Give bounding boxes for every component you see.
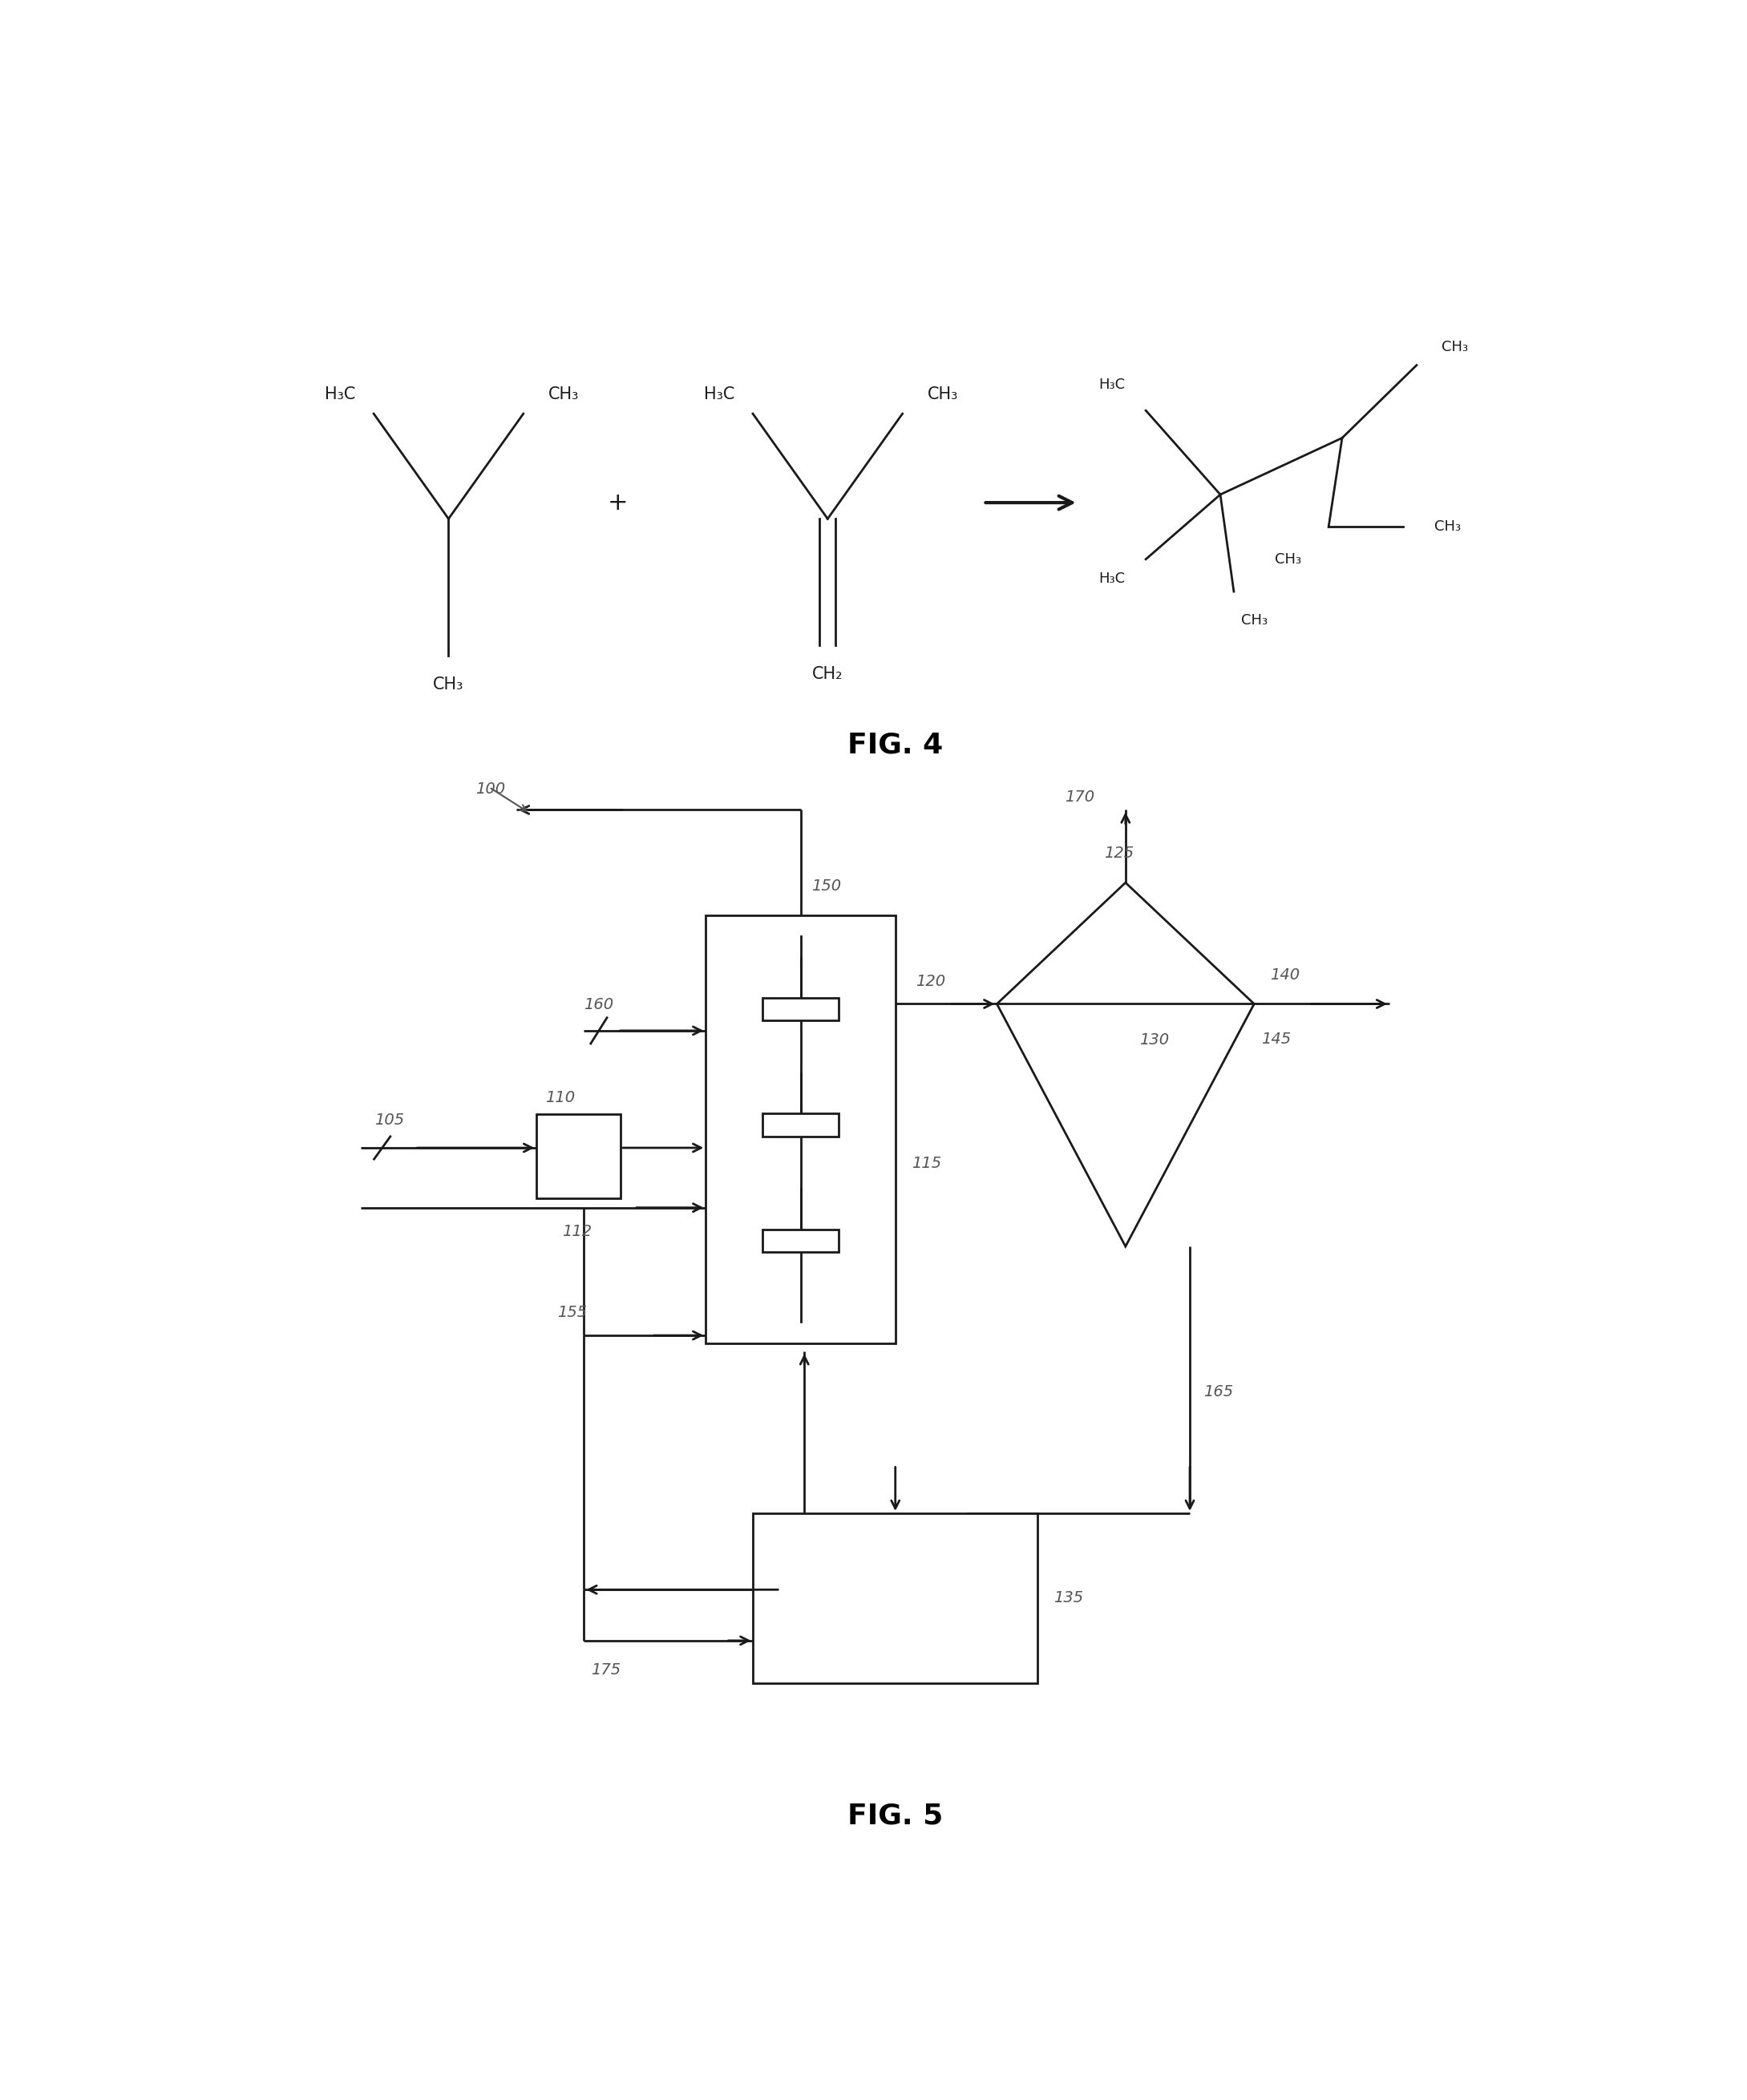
Bar xyxy=(763,1228,839,1252)
Text: 170: 170 xyxy=(1064,790,1094,804)
Bar xyxy=(536,1113,620,1197)
Text: 125: 125 xyxy=(1104,846,1134,861)
Text: 110: 110 xyxy=(545,1090,575,1105)
Text: FIG. 4: FIG. 4 xyxy=(847,731,943,758)
Text: 145: 145 xyxy=(1261,1031,1291,1048)
Text: CH₃: CH₃ xyxy=(1434,519,1460,533)
Text: H₃C: H₃C xyxy=(1099,378,1125,393)
Text: 100: 100 xyxy=(475,781,505,796)
Bar xyxy=(763,1113,839,1136)
Text: 150: 150 xyxy=(811,878,840,892)
Text: H₃C: H₃C xyxy=(704,386,734,403)
Text: 160: 160 xyxy=(583,998,613,1012)
Text: +: + xyxy=(608,491,629,514)
Text: 115: 115 xyxy=(912,1155,942,1172)
Text: 112: 112 xyxy=(563,1224,592,1239)
Text: CH₃: CH₃ xyxy=(928,386,959,403)
Polygon shape xyxy=(998,1004,1254,1247)
Polygon shape xyxy=(998,882,1254,1126)
Text: 120: 120 xyxy=(915,974,945,989)
Text: CH₃: CH₃ xyxy=(549,386,580,403)
Text: 135: 135 xyxy=(1053,1590,1083,1606)
Text: CH₃: CH₃ xyxy=(1441,340,1467,355)
Text: H₃C: H₃C xyxy=(325,386,355,403)
Text: CH₃: CH₃ xyxy=(1240,613,1267,628)
Text: 130: 130 xyxy=(1139,1033,1169,1048)
Text: CH₂: CH₂ xyxy=(812,666,844,682)
Bar xyxy=(753,1514,1038,1682)
Text: 175: 175 xyxy=(590,1661,620,1678)
Text: 155: 155 xyxy=(557,1304,587,1321)
Text: 165: 165 xyxy=(1204,1384,1233,1399)
Bar xyxy=(763,998,839,1021)
Text: H₃C: H₃C xyxy=(1099,571,1125,586)
Text: 105: 105 xyxy=(374,1113,404,1128)
Bar xyxy=(706,916,896,1344)
Text: CH₃: CH₃ xyxy=(433,676,465,693)
Text: FIG. 5: FIG. 5 xyxy=(847,1802,943,1829)
Text: 140: 140 xyxy=(1270,968,1300,983)
Text: CH₃: CH₃ xyxy=(1275,552,1302,567)
